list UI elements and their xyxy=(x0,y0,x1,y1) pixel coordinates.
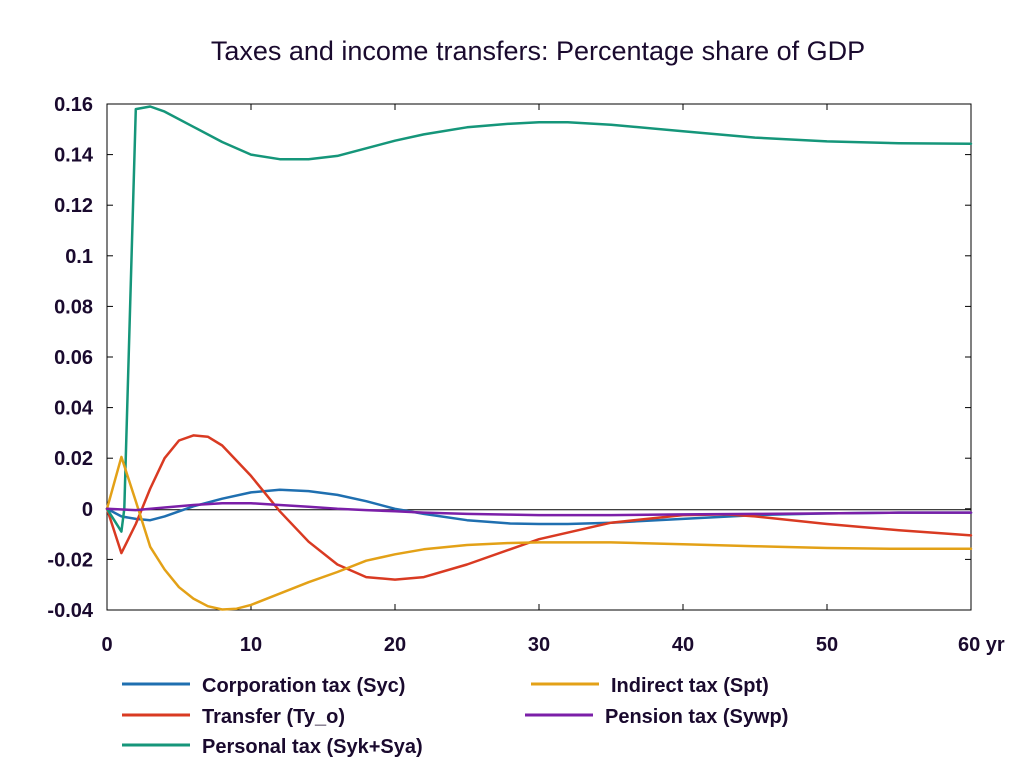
x-tick-label: 30 xyxy=(528,634,550,656)
series-line-4 xyxy=(105,501,973,517)
series-line-2 xyxy=(105,105,973,533)
y-tick-label: 0.02 xyxy=(54,448,93,470)
y-tick-label: 0.1 xyxy=(65,246,93,268)
y-tick-label: 0.06 xyxy=(54,347,93,369)
y-tick-label: 0.12 xyxy=(54,195,93,217)
series-line-0 xyxy=(105,488,973,526)
y-tick-label: 0.14 xyxy=(54,145,94,167)
x-tick-label: 50 xyxy=(816,634,838,656)
legend-label: Transfer (Ty_o) xyxy=(202,706,345,728)
y-tick-label: 0 xyxy=(82,499,93,521)
chart-title: Taxes and income transfers: Percentage s… xyxy=(211,36,865,66)
x-axis: 0 10 20 30 40 50 60 yr xyxy=(101,104,1005,656)
y-tick-label: 0.04 xyxy=(54,398,94,420)
series-line-3 xyxy=(105,455,973,611)
x-tick-label: 10 xyxy=(240,634,262,656)
legend-label: Indirect tax (Spt) xyxy=(611,675,769,697)
y-tick-label: 0.16 xyxy=(54,94,93,116)
x-tick-label: 40 xyxy=(672,634,694,656)
legend-label: Pension tax (Sywp) xyxy=(605,706,788,728)
x-tick-label: 0 xyxy=(101,634,112,656)
series-line-1 xyxy=(105,434,973,581)
y-tick-label: -0.04 xyxy=(47,600,93,622)
x-tick-label: 20 xyxy=(384,634,406,656)
legend-label: Corporation tax (Syc) xyxy=(202,675,405,697)
series-lines xyxy=(105,105,973,611)
y-axis: -0.04 -0.02 0 0.02 0.04 0.06 0.08 0.1 0.12 0.14 0.… xyxy=(47,94,971,622)
y-tick-label: -0.02 xyxy=(47,549,93,571)
x-tick-label: 60 yr xyxy=(958,634,1005,656)
plot-area xyxy=(106,103,972,611)
y-tick-label: 0.08 xyxy=(54,296,93,318)
legend-label: Personal tax (Syk+Sya) xyxy=(202,736,423,758)
legend: Corporation tax (Syc) Transfer (Ty_o) Pers… xyxy=(122,675,788,758)
